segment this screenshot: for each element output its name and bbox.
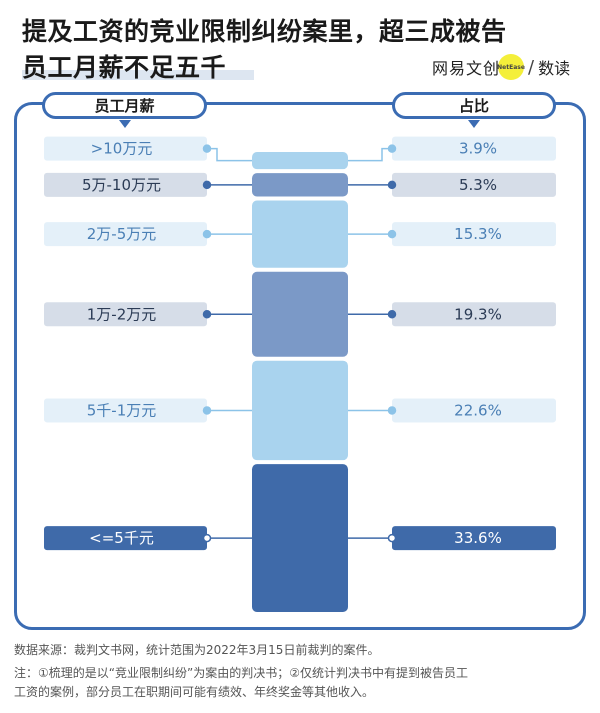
source-note: 数据来源：裁判文书网，统计范围为2022年3月15日前裁判的案件。 bbox=[14, 643, 380, 657]
bar-segment bbox=[252, 360, 348, 461]
bar-segment bbox=[252, 271, 348, 357]
connector-line bbox=[207, 147, 252, 162]
bar-segment bbox=[252, 173, 348, 197]
connector-dot bbox=[387, 533, 397, 543]
value-label: 19.3% bbox=[454, 305, 502, 323]
salary-header-pointer bbox=[119, 120, 131, 128]
category-label: 5万-10万元 bbox=[82, 176, 161, 194]
footnote-line1: 注：①梳理的是以“竞业限制纠纷”为案由的判决书；②仅统计判决书中有提到被告员工 bbox=[14, 666, 468, 680]
connector-dot bbox=[387, 310, 397, 319]
connector-dot bbox=[202, 533, 212, 543]
value-label-box bbox=[392, 398, 556, 423]
category-label-box bbox=[44, 302, 207, 327]
share-column-header: 占比 bbox=[392, 92, 556, 119]
connector-line bbox=[348, 147, 392, 162]
category-label: 1万-2万元 bbox=[87, 305, 157, 323]
category-label-box bbox=[44, 398, 207, 423]
value-label: 15.3% bbox=[454, 225, 502, 243]
footnote-line2: 工资的案例，部分员工在职期间可能有绩效、年终奖金等其他收入。 bbox=[14, 685, 375, 699]
logo-sub-text: 数读 bbox=[538, 59, 571, 78]
page-title-line2: 员工月薪不足五千 bbox=[22, 53, 227, 82]
page-title-line1: 提及工资的竞业限制纠纷案里，超三成被告 bbox=[22, 17, 507, 46]
bar-segment bbox=[252, 200, 348, 268]
connector-dot bbox=[387, 229, 397, 239]
bar-segment bbox=[252, 152, 348, 170]
bar-segment bbox=[252, 464, 348, 612]
connector-dot bbox=[387, 180, 397, 190]
value-label-box bbox=[392, 302, 556, 327]
connector-dot bbox=[387, 144, 397, 153]
value-label: 33.6% bbox=[454, 529, 502, 547]
value-label-box bbox=[392, 222, 556, 247]
connector-dot bbox=[202, 310, 212, 319]
connector-dot bbox=[202, 180, 212, 190]
logo-separator: / bbox=[528, 56, 535, 78]
connector-dot bbox=[202, 144, 212, 153]
category-label-box bbox=[44, 172, 207, 197]
value-label-box bbox=[392, 526, 556, 551]
connector-dot bbox=[202, 406, 212, 415]
category-label-box bbox=[44, 526, 207, 551]
value-label: 5.3% bbox=[459, 176, 497, 194]
connector-dot bbox=[202, 229, 212, 239]
title-highlight bbox=[22, 70, 254, 80]
brand-logo: 网易文创 NetEase / 数读 bbox=[432, 54, 570, 80]
category-label-box bbox=[44, 222, 207, 247]
category-label-box bbox=[44, 136, 207, 161]
value-label-box bbox=[392, 172, 556, 197]
connector-dot bbox=[387, 406, 397, 415]
chart-frame bbox=[14, 102, 586, 630]
category-label: >10万元 bbox=[91, 140, 153, 158]
value-label-box bbox=[392, 136, 556, 161]
category-label: <=5千元 bbox=[89, 529, 154, 547]
logo-badge: NetEase bbox=[497, 54, 525, 80]
value-label: 3.9% bbox=[459, 140, 497, 158]
value-label: 22.6% bbox=[454, 401, 502, 419]
logo-brand-text: 网易文创 bbox=[432, 59, 501, 78]
salary-column-header: 员工月薪 bbox=[42, 92, 207, 119]
share-header-pointer bbox=[468, 120, 480, 128]
category-label: 5千-1万元 bbox=[87, 401, 157, 419]
category-label: 2万-5万元 bbox=[87, 225, 157, 243]
